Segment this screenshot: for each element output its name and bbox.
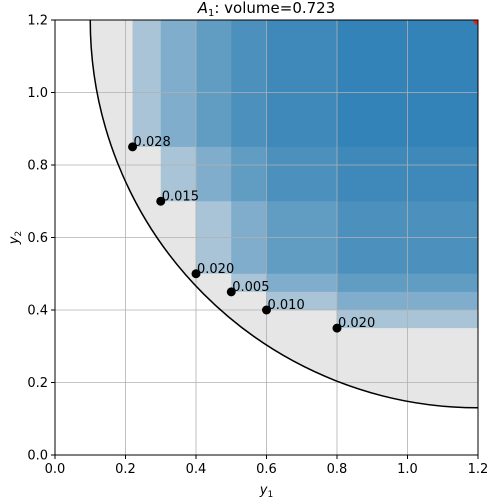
y-tick-label: 0.8 xyxy=(27,159,48,174)
data-label: 0.020 xyxy=(197,262,234,277)
x-tick-label: 0.6 xyxy=(256,462,277,477)
y-tick-label: 0.4 xyxy=(27,304,48,319)
y-axis-label: y2 xyxy=(7,231,24,245)
chart-title: A1: volume=0.723 xyxy=(197,0,336,19)
region-rect xyxy=(231,20,478,292)
x-tick-label: 0.0 xyxy=(45,462,66,477)
reference-point xyxy=(473,20,478,25)
x-tick-label: 0.4 xyxy=(186,462,207,477)
boundary-circle-fill xyxy=(90,20,478,408)
data-label: 0.020 xyxy=(338,316,375,331)
region-rect xyxy=(160,20,478,202)
x-tick-label: 1.2 xyxy=(468,462,489,477)
y-tick-label: 0.0 xyxy=(27,449,48,464)
y-axis-ticks: 0.0 0.2 0.4 0.6 0.8 1.0 1.2 xyxy=(27,14,55,464)
x-tick-label: 0.8 xyxy=(327,462,348,477)
region-rect xyxy=(132,20,478,147)
data-point xyxy=(226,287,236,297)
data-label: 0.028 xyxy=(134,135,171,150)
data-label: 0.010 xyxy=(268,298,305,313)
x-tick-label: 1.0 xyxy=(397,462,418,477)
data-point xyxy=(191,269,201,279)
x-axis-ticks: 0.0 0.2 0.4 0.6 0.8 1.0 1.2 xyxy=(45,455,489,477)
x-axis-label: y1 xyxy=(259,483,273,499)
y-tick-label: 1.2 xyxy=(27,14,48,29)
data-label: 0.005 xyxy=(232,280,269,295)
y-tick-label: 0.2 xyxy=(27,376,48,391)
data-points: 0.028 0.015 0.020 0.005 0.010 0.020 xyxy=(128,135,375,333)
y-tick-label: 0.6 xyxy=(27,231,48,246)
plot-area: 0.028 0.015 0.020 0.005 0.010 0.020 xyxy=(54,19,479,456)
dominated-region xyxy=(132,20,478,329)
data-point xyxy=(128,142,138,152)
data-point xyxy=(156,196,166,206)
data-point xyxy=(262,305,271,315)
y-tick-label: 1.0 xyxy=(27,86,48,101)
data-point xyxy=(332,323,342,333)
data-label: 0.015 xyxy=(162,189,199,204)
x-tick-label: 0.2 xyxy=(115,462,136,477)
